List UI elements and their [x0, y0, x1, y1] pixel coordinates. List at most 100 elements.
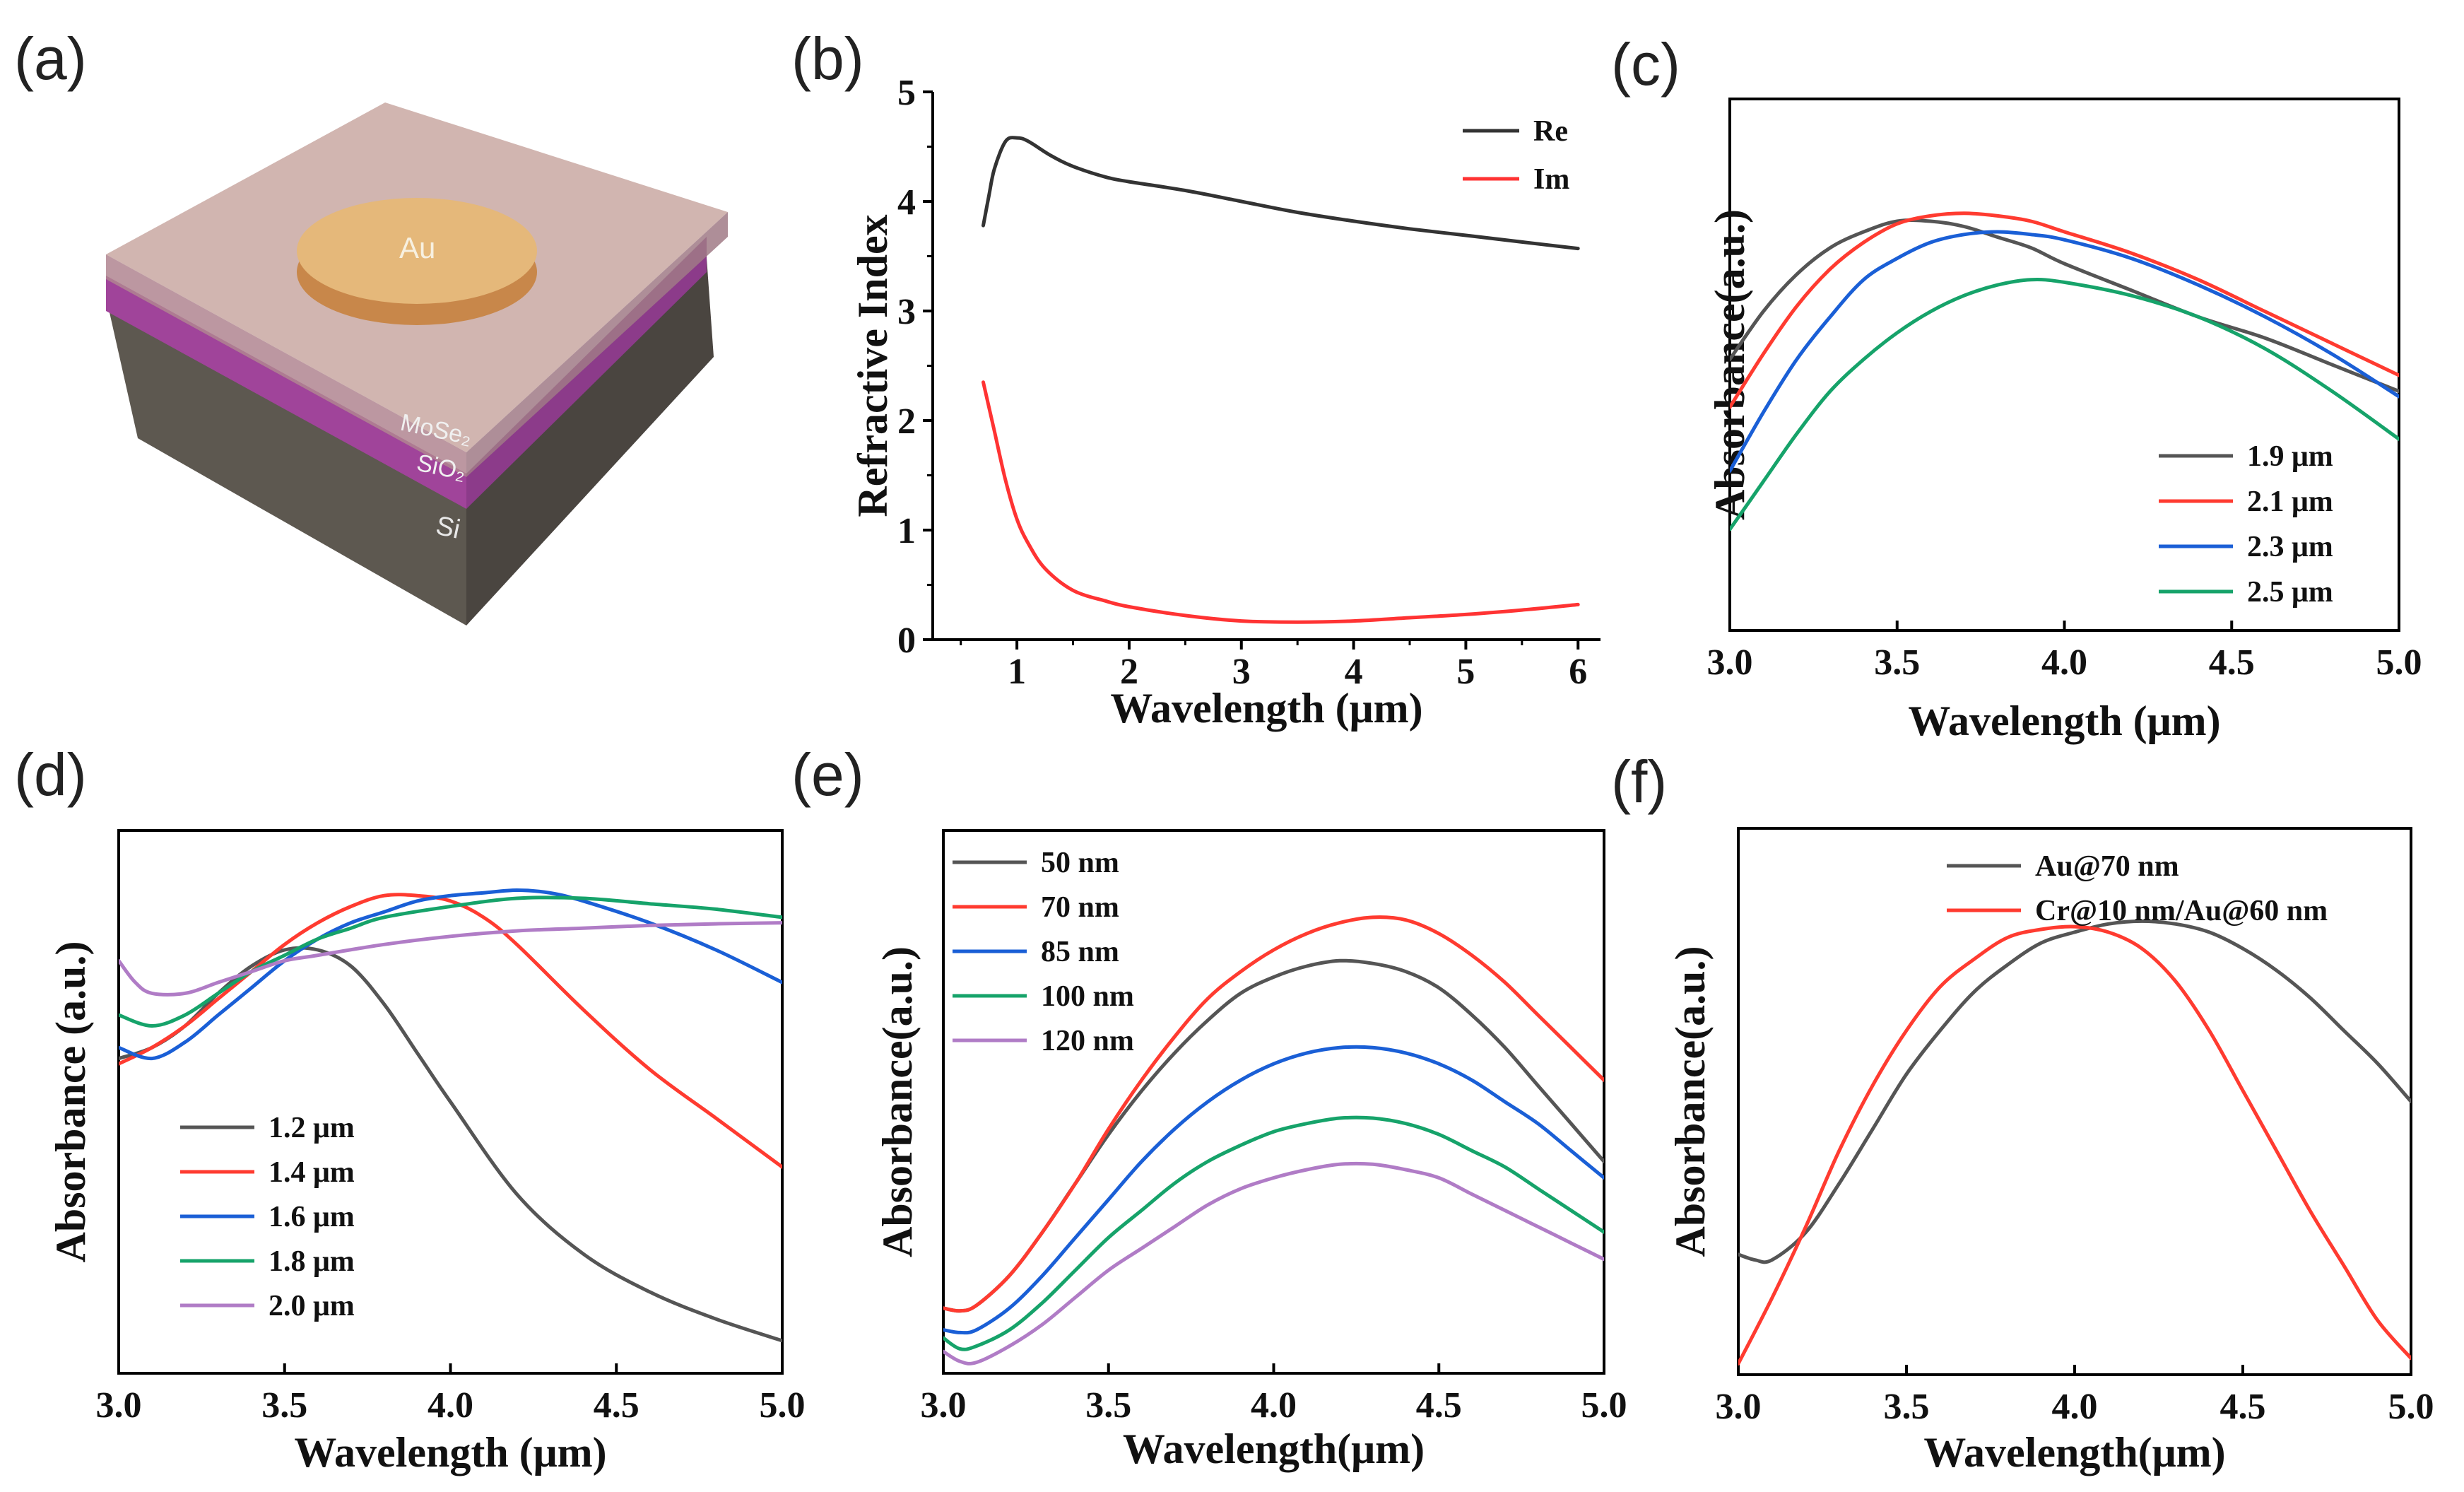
- top-slab-front: [106, 254, 466, 477]
- series-line-1-8-m: [119, 895, 782, 1028]
- y-tick-label: 4: [897, 182, 916, 223]
- x-axis-label: Wavelength(μm): [1123, 1426, 1425, 1472]
- y-axis-label: Absorbance(a.u.): [874, 946, 921, 1257]
- x-tick-label: 4.5: [1416, 1385, 1462, 1426]
- panel-label-b: (b): [791, 25, 864, 92]
- legend-label: Au@70 nm: [2035, 850, 2179, 883]
- y-tick-label: 0: [897, 621, 916, 661]
- x-tick-label: 3.5: [1884, 1387, 1930, 1427]
- series-line-100-nm: [943, 1115, 1604, 1351]
- legend-label: Cr@10 nm/Au@60 nm: [2035, 895, 2328, 927]
- series-line-Im: [982, 380, 1580, 624]
- legend-label: 100 nm: [1041, 980, 1134, 1013]
- x-tick-label: 4.0: [1251, 1385, 1297, 1426]
- panel-label-a: (a): [14, 25, 87, 92]
- legend-label: 1.9 μm: [2247, 440, 2333, 473]
- series-line-Re: [982, 136, 1580, 251]
- series-line-1-9-m: [1730, 218, 2399, 394]
- x-tick-label: 3.0: [1707, 642, 1753, 683]
- y-tick-label: 1: [897, 511, 916, 551]
- x-tick-label: 5.0: [2388, 1387, 2434, 1427]
- panel-label-e: (e): [791, 741, 864, 808]
- legend-label: 2.3 μm: [2247, 531, 2333, 563]
- series-line-2-3-m: [1730, 230, 2399, 473]
- series-line-Cr-10-nm-Au-60-nm: [1738, 924, 2411, 1365]
- panel-label-f: (f): [1611, 748, 1667, 815]
- x-axis-label: Wavelength (μm): [294, 1429, 606, 1476]
- x-tick-label: 5.0: [1581, 1385, 1627, 1426]
- legend-label: Re: [1533, 115, 1568, 148]
- device-schematic: Au MoSe₂ SiO₂ Si: [106, 102, 728, 625]
- x-tick-label: 3.0: [1716, 1387, 1762, 1427]
- legend-label: Im: [1533, 163, 1569, 196]
- legend: 1.2 μm 1.4 μm 1.6 μm 1.8 μm 2.0 μm: [180, 1112, 355, 1322]
- si-front-face: [106, 297, 466, 625]
- x-tick-label: 4.5: [2209, 642, 2255, 683]
- chart-panel-c: 3.0 3.5 4.0 4.5 5.0 Wavelength (μm) Absorbance…: [1706, 98, 2422, 744]
- legend-label: 2.5 μm: [2247, 576, 2333, 609]
- x-tick-label: 4.5: [594, 1385, 639, 1426]
- series-line-70-nm: [943, 915, 1604, 1313]
- series-line-1-6-m: [119, 888, 782, 1061]
- legend-label: 1.6 μm: [269, 1201, 355, 1233]
- x-tick-label: 2: [1120, 652, 1138, 692]
- x-tick-label: 4: [1345, 652, 1363, 692]
- chart-panel-d: 3.0 3.5 4.0 4.5 5.0 Wavelength (μm) Absorbance…: [47, 829, 806, 1476]
- sio2-front-face: [106, 276, 466, 509]
- top-slab-right: [466, 212, 728, 477]
- x-tick-label: 3.5: [1085, 1385, 1131, 1426]
- x-tick-label: 4.0: [2052, 1387, 2098, 1427]
- x-tick-label: 5: [1456, 652, 1475, 692]
- x-tick-label: 5.0: [760, 1385, 806, 1426]
- x-tick-label: 6: [1569, 652, 1587, 692]
- x-tick-label: 1: [1008, 652, 1026, 692]
- legend: 50 nm 70 nm 85 nm 100 nm 120 nm: [953, 847, 1134, 1057]
- y-tick-label: 5: [897, 73, 916, 113]
- series-line-2-1-m: [1730, 211, 2399, 409]
- au-disk-top: [297, 198, 537, 304]
- legend: Re Im: [1463, 115, 1569, 196]
- legend: Au@70 nm Cr@10 nm/Au@60 nm: [1947, 850, 2328, 927]
- y-axis-label: Absorbance (a.u.): [47, 941, 94, 1262]
- series-line-50-nm: [943, 958, 1604, 1313]
- y-axis-label: Absorbance(a.u.): [1706, 209, 1753, 520]
- x-tick-label: 3.5: [261, 1385, 307, 1426]
- x-tick-label: 4.0: [428, 1385, 473, 1426]
- y-axis-label: Absorbance(a.u.): [1667, 946, 1714, 1257]
- panel-label-c: (c): [1611, 31, 1680, 98]
- legend-label: 1.2 μm: [269, 1112, 355, 1144]
- series-line-2-5-m: [1730, 278, 2399, 531]
- series-line-120-nm: [943, 1161, 1604, 1365]
- x-tick-label: 3: [1232, 652, 1251, 692]
- y-tick-label: 3: [897, 292, 916, 332]
- x-axis-label: Wavelength(μm): [1923, 1429, 2225, 1476]
- y-tick-label: 2: [897, 401, 916, 442]
- legend-label: 120 nm: [1041, 1025, 1134, 1057]
- series-line-1-4-m: [119, 893, 782, 1169]
- x-axis-label: Wavelength (μm): [1908, 698, 2220, 744]
- series-line-2-0-m: [119, 921, 782, 997]
- series-line-85-nm: [943, 1045, 1604, 1335]
- legend-label: 50 nm: [1041, 847, 1119, 879]
- legend-label: 85 nm: [1041, 936, 1119, 968]
- legend-label: 2.1 μm: [2247, 486, 2333, 518]
- legend-label: 70 nm: [1041, 891, 1119, 924]
- layer-label-au: Au: [399, 231, 435, 264]
- x-tick-label: 3.0: [96, 1385, 142, 1426]
- legend: 1.9 μm 2.1 μm 2.3 μm 2.5 μm: [2159, 440, 2333, 609]
- x-axis-label: Wavelength (μm): [1110, 685, 1422, 732]
- series-line-1-2-m: [119, 946, 782, 1343]
- chart-panel-b: 1 2 3 4 5 6 0 1 2 3 4 5 Wavelength (μm) Refractive In…: [849, 73, 1601, 732]
- x-tick-label: 3.0: [921, 1385, 967, 1426]
- si-right-face: [466, 258, 714, 625]
- chart-panel-f: 3.0 3.5 4.0 4.5 5.0 Wavelength(μm) Absorbance(…: [1667, 827, 2434, 1476]
- legend-label: 1.4 μm: [269, 1156, 355, 1189]
- chart-panel-e: 3.0 3.5 4.0 4.5 5.0 Wavelength(μm) Absorbance(…: [874, 829, 1627, 1472]
- x-tick-label: 3.5: [1874, 642, 1920, 683]
- series-line-Au-70-nm: [1738, 919, 2411, 1264]
- x-tick-label: 4.5: [2220, 1387, 2266, 1427]
- panel-label-d: (d): [14, 741, 87, 808]
- legend-label: 1.8 μm: [269, 1245, 355, 1278]
- x-tick-label: 5.0: [2376, 642, 2422, 683]
